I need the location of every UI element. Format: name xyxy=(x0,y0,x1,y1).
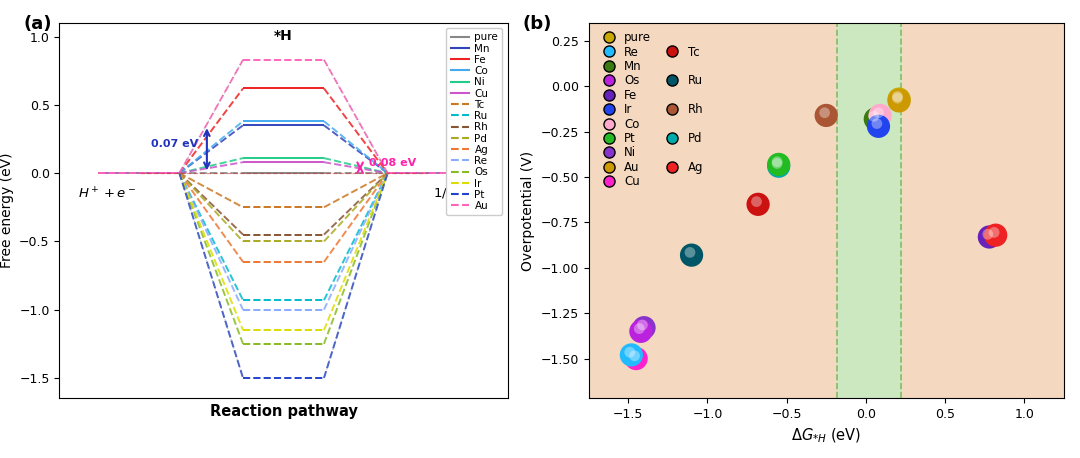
Text: $H^++e^-$: $H^++e^-$ xyxy=(78,187,136,202)
Bar xyxy=(837,23,901,398)
Point xyxy=(980,230,997,238)
Point xyxy=(634,322,651,329)
Point xyxy=(889,94,906,102)
Point xyxy=(869,123,887,130)
Legend: pure, Re, Mn, Os, Fe, Ir, Co, Pt, Ni, Au, Cu, , Tc, , Ru, , Rh, , Pd, , Ag, : pure, Re, Mn, Os, Fe, Ir, Co, Pt, Ni, Au… xyxy=(594,29,705,191)
Text: $1/2\ H_2$: $1/2\ H_2$ xyxy=(433,187,475,202)
Point xyxy=(621,349,638,356)
Text: (b): (b) xyxy=(522,16,552,33)
Point xyxy=(818,112,835,119)
Point xyxy=(981,233,998,240)
Point xyxy=(750,201,767,208)
Point xyxy=(681,249,699,256)
X-axis label: $\Delta G_{*H}$ (eV): $\Delta G_{*H}$ (eV) xyxy=(791,427,862,445)
Point xyxy=(890,97,907,104)
Text: 0.07 eV: 0.07 eV xyxy=(151,139,199,149)
Point xyxy=(872,112,889,119)
Point xyxy=(769,158,786,165)
Point xyxy=(865,113,882,120)
Point xyxy=(985,229,1002,236)
Point xyxy=(890,95,907,103)
Text: *H: *H xyxy=(274,29,293,44)
Point xyxy=(626,352,644,360)
X-axis label: Reaction pathway: Reaction pathway xyxy=(210,404,357,419)
Text: 0.08 eV: 0.08 eV xyxy=(368,158,416,168)
Point xyxy=(635,324,652,332)
Y-axis label: Free energy (eV): Free energy (eV) xyxy=(0,153,14,268)
Point xyxy=(770,163,787,170)
Point xyxy=(747,198,765,205)
Legend: pure, Mn, Fe, Co, Ni, Cu, Tc, Ru, Rh, Pd, Ag, Re, Os, Ir, Pt, Au: pure, Mn, Fe, Co, Ni, Cu, Tc, Ru, Rh, Pd… xyxy=(446,28,502,215)
Point xyxy=(623,351,640,359)
Point xyxy=(868,120,886,127)
Point xyxy=(987,231,1004,239)
Text: (a): (a) xyxy=(24,16,52,33)
Point xyxy=(632,327,649,335)
Point xyxy=(866,115,883,123)
Y-axis label: Overpotential (V): Overpotential (V) xyxy=(521,151,535,271)
Point xyxy=(816,109,834,116)
Point xyxy=(631,325,648,332)
Point xyxy=(869,109,887,116)
Point xyxy=(770,161,787,168)
Point xyxy=(889,93,906,100)
Point xyxy=(627,355,645,362)
Point xyxy=(769,160,786,167)
Point xyxy=(683,251,700,259)
